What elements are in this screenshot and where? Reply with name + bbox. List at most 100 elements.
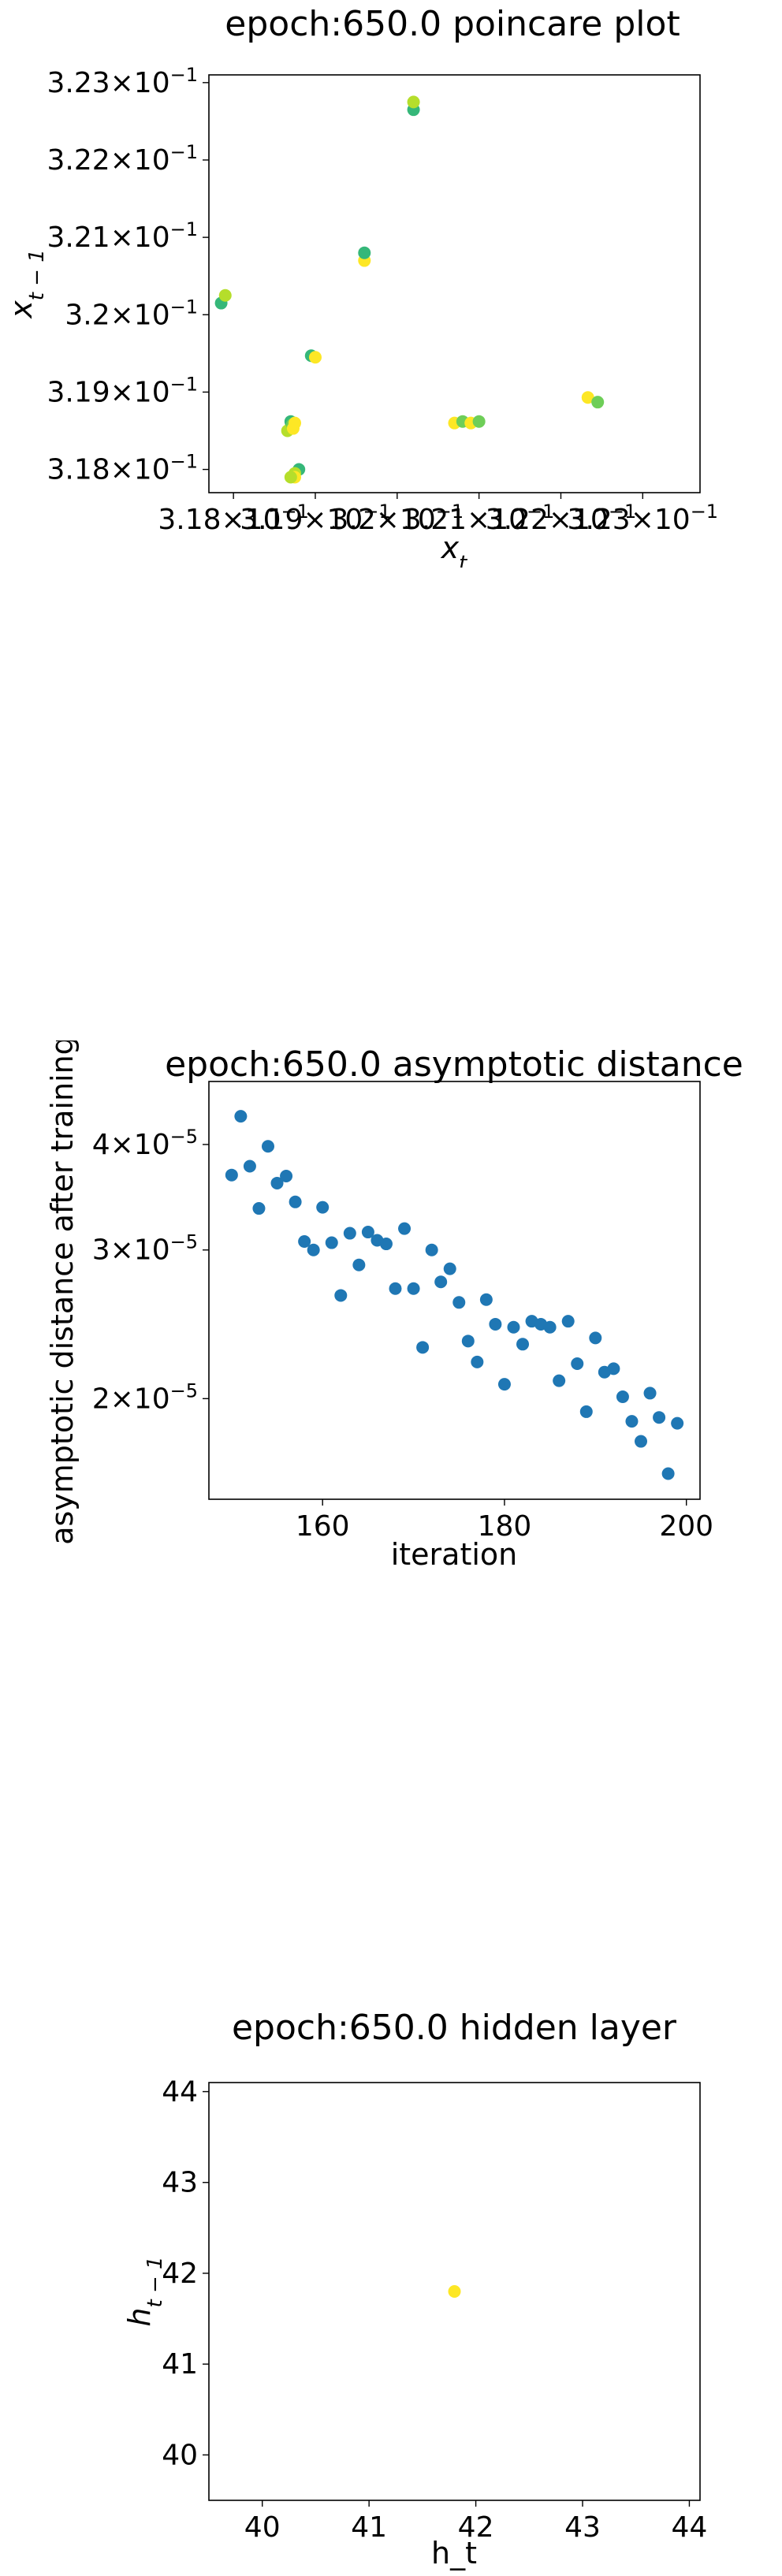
- data-point: [625, 1415, 639, 1428]
- x-tick-label: 40: [244, 2511, 281, 2544]
- data-point: [616, 1390, 629, 1404]
- y-tick-label: 3.21×10−1: [47, 218, 198, 254]
- hidden-layer-chart-svg: epoch:650.0 hidden layer 40 41 42 43 44 40 41…: [122, 2008, 708, 2570]
- data-point: [234, 1110, 248, 1123]
- y-tick-labels: 40 41 42 43 44: [162, 2076, 198, 2472]
- data-point: [416, 1341, 430, 1354]
- data-point: [298, 1235, 311, 1249]
- data-point: [479, 1293, 493, 1306]
- data-point: [289, 1195, 302, 1208]
- x-tick-label: 43: [564, 2511, 601, 2544]
- data-point: [389, 1282, 402, 1295]
- data-point: [316, 1201, 330, 1214]
- chart-title: epoch:650.0 hidden layer: [232, 2008, 677, 2048]
- data-point: [489, 1317, 502, 1331]
- y-tick-label: 3.18×10−1: [47, 451, 198, 486]
- data-point: [243, 1160, 256, 1173]
- y-tick-label: 4×10−5: [92, 1126, 198, 1161]
- hidden-layer-chart: epoch:650.0 hidden layer 40 41 42 43 44 40 41…: [0, 2002, 782, 2576]
- x-tick-label: 41: [351, 2511, 387, 2544]
- data-point: [407, 1282, 420, 1295]
- x-tick-label: 3.21×10−1: [404, 501, 555, 536]
- y-tick-label: 40: [162, 2439, 198, 2471]
- plot-frame: [208, 74, 701, 493]
- plot-frame: [208, 1081, 701, 1500]
- data-point: [343, 1227, 356, 1240]
- data-point: [289, 416, 302, 430]
- data-point: [643, 1387, 657, 1400]
- data-point: [398, 1222, 411, 1235]
- data-point: [407, 95, 420, 109]
- chart-title: epoch:650.0 asymptotic distance: [165, 1044, 743, 1085]
- y-axis-label: ht − 1: [122, 2256, 167, 2326]
- data-point: [461, 1335, 475, 1348]
- data-point: [591, 396, 605, 409]
- data-point: [225, 1168, 238, 1182]
- y-tick-label: 3.19×10−1: [47, 373, 198, 408]
- y-tick-label: 43: [162, 2167, 198, 2199]
- data-point: [497, 1378, 511, 1391]
- data-point: [581, 391, 594, 404]
- data-point: [361, 1226, 374, 1239]
- data-point: [434, 1275, 448, 1289]
- y-axis-label: xt − 1: [4, 249, 49, 319]
- data-point: [561, 1315, 575, 1328]
- plot-frame: [208, 2082, 701, 2501]
- x-tick-labels: 160 180 200: [296, 1510, 713, 1543]
- x-tick-label: 3.23×10−1: [568, 501, 719, 536]
- data-point: [471, 1355, 484, 1368]
- x-axis-label: iteration: [391, 1537, 518, 1572]
- x-axis-label: xt: [441, 530, 468, 568]
- y-tick-label: 44: [162, 2076, 198, 2109]
- data-point: [607, 1362, 620, 1375]
- data-points: [214, 95, 605, 484]
- poincare-chart: epoch:650.0 poincare plot 3.18×10−1 3.19×…: [0, 0, 782, 568]
- chart-title: epoch:650.0 poincare plot: [225, 4, 680, 44]
- x-tick-label: 42: [458, 2511, 494, 2544]
- data-point: [280, 1169, 293, 1182]
- data-point: [448, 2285, 461, 2298]
- data-point: [653, 1411, 666, 1424]
- data-point: [425, 1243, 438, 1256]
- data-point: [671, 1416, 684, 1430]
- data-points: [448, 2285, 461, 2298]
- data-point: [543, 1320, 557, 1334]
- x-tick-labels: 3.18×10−13.19×10−13.2×10−13.21×10−13.22×…: [158, 501, 718, 536]
- data-point: [516, 1338, 530, 1351]
- x-tick-label: 160: [296, 1510, 350, 1543]
- y-tick-label: 42: [162, 2258, 198, 2290]
- data-point: [284, 471, 297, 484]
- data-point: [507, 1320, 520, 1334]
- data-point: [661, 1467, 675, 1480]
- x-tick-label: 200: [659, 1510, 713, 1543]
- y-tick-label: 3.2×10−1: [65, 296, 198, 331]
- data-point: [307, 1243, 320, 1256]
- poincare-chart-svg: epoch:650.0 poincare plot 3.18×10−1 3.19×…: [4, 4, 718, 568]
- data-point: [261, 1140, 274, 1153]
- data-point: [472, 415, 486, 428]
- data-point: [352, 1258, 366, 1271]
- y-tick-label: 3×10−5: [92, 1231, 198, 1267]
- x-tick-label: 44: [672, 2511, 708, 2544]
- data-point: [443, 1262, 456, 1275]
- data-point: [379, 1238, 393, 1251]
- y-tick-labels: 2×10−5 3×10−5 4×10−5: [92, 1126, 198, 1415]
- data-point: [579, 1405, 593, 1418]
- asymptotic-distance-chart-svg: epoch:650.0 asymptotic distance 160 180 20…: [45, 1040, 743, 1572]
- y-tick-label: 41: [162, 2348, 198, 2381]
- x-tick-label: 180: [478, 1510, 532, 1543]
- y-tick-label: 3.22×10−1: [47, 141, 198, 177]
- data-point: [325, 1236, 338, 1249]
- data-point: [334, 1289, 348, 1302]
- data-points: [225, 1110, 684, 1480]
- asymptotic-distance-chart: epoch:650.0 asymptotic distance 160 180 20…: [0, 1040, 782, 1592]
- x-axis-label: h_t: [431, 2536, 477, 2570]
- data-point: [571, 1357, 584, 1371]
- data-point: [218, 288, 232, 302]
- data-point: [358, 246, 371, 259]
- data-point: [308, 351, 322, 364]
- data-point: [589, 1331, 602, 1345]
- data-point: [452, 1296, 466, 1309]
- y-tick-label: 3.23×10−1: [47, 64, 198, 99]
- y-tick-labels: 3.18×10−1 3.19×10−1 3.2×10−1 3.21×10−1 3.22×…: [47, 64, 198, 486]
